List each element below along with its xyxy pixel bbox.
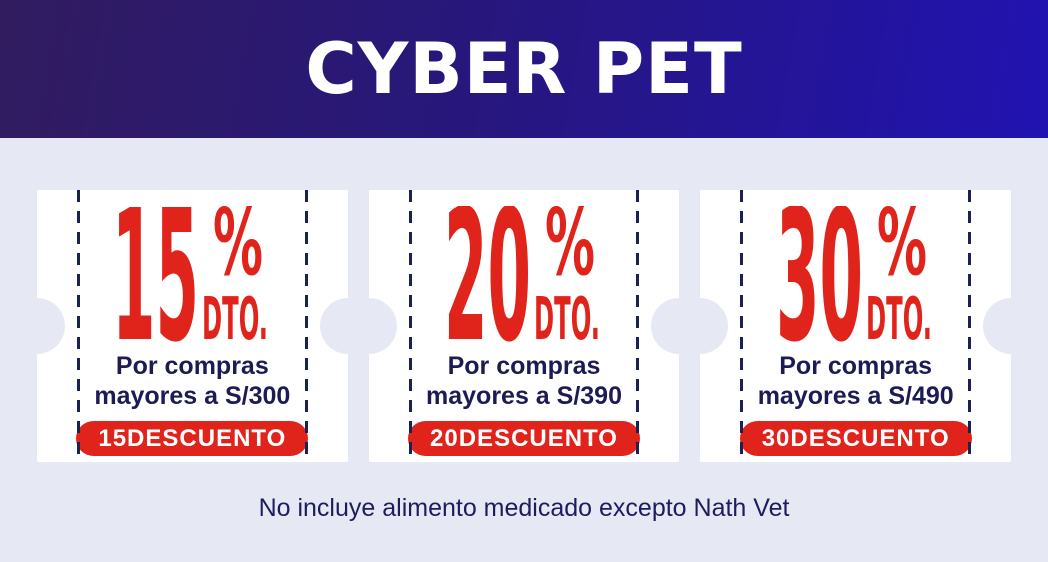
percent-sign: % — [877, 206, 927, 296]
ticket-notch-left — [9, 298, 65, 354]
ticket-notch-left — [672, 298, 729, 354]
condition-line-1: Por compras — [779, 352, 933, 380]
condition-line-2: mayores a S/390 — [426, 382, 622, 410]
perforation-line-right — [636, 190, 640, 462]
perforation-line-right — [304, 190, 308, 462]
dto-label: DTO. — [202, 284, 268, 348]
ticket-notch-right — [983, 298, 1040, 354]
dto-label: DTO. — [866, 284, 932, 348]
coupon-condition: Por compras mayores a S/300 — [94, 351, 290, 411]
discount-percent-graphic: 30 % DTO. — [776, 206, 932, 348]
coupon-content: 20 % DTO. Por compras mayores a S/390 20… — [369, 190, 680, 462]
percent-sign: % — [545, 206, 595, 296]
coupon-code-button[interactable]: 30DESCUENTO — [739, 421, 972, 456]
coupon-section: 15 % DTO. Por compras mayores a S/300 15… — [0, 138, 1048, 523]
coupon-20-percent[interactable]: 20 % DTO. Por compras mayores a S/390 20… — [340, 190, 708, 462]
percent-sign: % — [213, 206, 263, 296]
ticket-notch-left — [340, 298, 397, 354]
banner-title: CYBER PET — [305, 28, 743, 110]
coupon-code-button[interactable]: 20DESCUENTO — [408, 421, 640, 456]
condition-line-2: mayores a S/490 — [757, 382, 954, 410]
perforation-line-left — [408, 190, 412, 462]
coupon-condition: Por compras mayores a S/490 — [758, 351, 954, 411]
coupon-content: 30 % DTO. Por compras mayores a S/490 30… — [700, 190, 1011, 462]
coupon-condition: Por compras mayores a S/390 — [426, 351, 622, 411]
discount-percent-graphic: 15 % DTO. — [112, 206, 268, 348]
perforation-line-left — [740, 190, 744, 462]
condition-line-2: mayores a S/300 — [94, 382, 291, 410]
coupon-30-percent[interactable]: 30 % DTO. Por compras mayores a S/490 30… — [672, 190, 1040, 462]
discount-percent-graphic: 20 % DTO. — [444, 206, 600, 348]
discount-value: 15 — [112, 206, 199, 348]
coupon-row: 15 % DTO. Por compras mayores a S/300 15… — [9, 190, 1040, 462]
banner-header: CYBER PET — [0, 0, 1048, 138]
perforation-line-left — [77, 190, 80, 462]
condition-line-1: Por compras — [447, 352, 601, 380]
coupon-content: 15 % DTO. Por compras mayores a S/300 15… — [37, 190, 348, 462]
discount-value: 30 — [776, 206, 863, 348]
coupon-15-percent[interactable]: 15 % DTO. Por compras mayores a S/300 15… — [9, 190, 376, 462]
condition-line-1: Por compras — [115, 352, 269, 380]
coupon-code-button[interactable]: 15DESCUENTO — [76, 421, 309, 456]
perforation-line-right — [968, 190, 972, 462]
disclaimer-text: No incluye alimento medicado excepto Nat… — [258, 494, 790, 522]
discount-value: 20 — [444, 206, 531, 348]
dto-label: DTO. — [534, 284, 600, 348]
